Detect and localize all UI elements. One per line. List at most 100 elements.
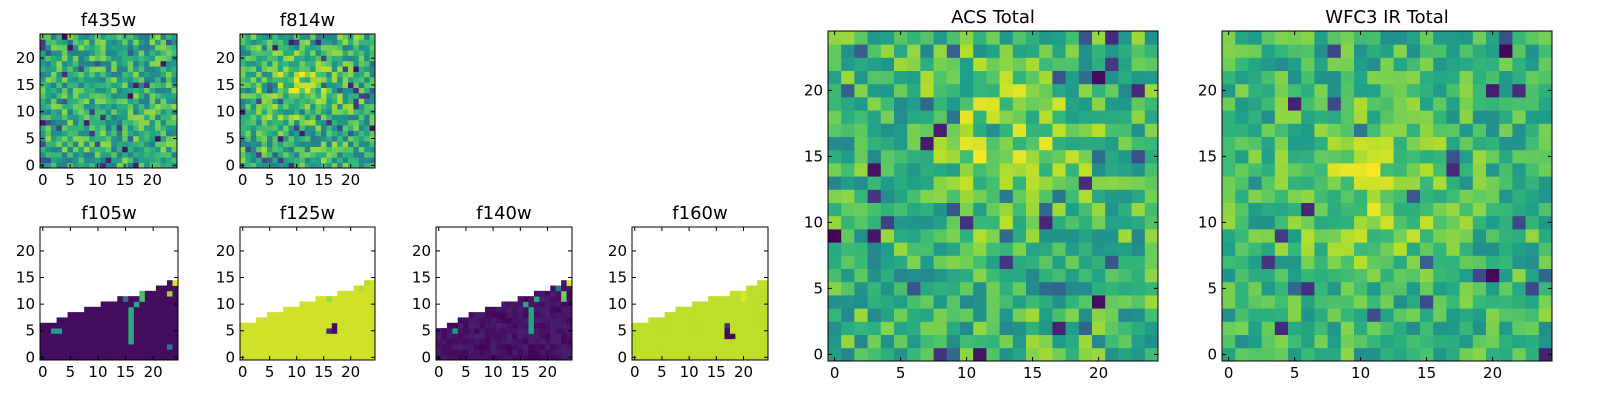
heatmap-cell <box>166 55 172 62</box>
heatmap-cell <box>155 312 162 318</box>
heatmap-cell <box>133 306 140 313</box>
heatmap-cell <box>735 322 742 329</box>
heatmap-cell <box>452 349 459 356</box>
heatmap-cell <box>757 296 763 302</box>
heatmap-cell <box>299 322 306 329</box>
heatmap-cell <box>256 44 262 51</box>
heatmap-cell <box>1512 347 1526 362</box>
heatmap-cell <box>299 157 306 164</box>
heatmap-cell <box>288 87 295 94</box>
heatmap-cell <box>1039 242 1053 256</box>
heatmap-cell <box>828 149 842 164</box>
heatmap-cell <box>299 87 306 94</box>
heatmap-cell <box>272 34 279 40</box>
heatmap-cell <box>315 119 322 126</box>
heatmap-cell <box>713 349 720 356</box>
heatmap-cell <box>1012 44 1027 58</box>
heatmap-cell <box>45 60 52 67</box>
heatmap-cell <box>1248 255 1262 269</box>
heatmap-cell <box>1486 295 1500 309</box>
heatmap-cell <box>828 83 842 98</box>
heatmap-cell <box>116 82 123 88</box>
heatmap-cell <box>45 328 52 334</box>
x-tick-label: 0 <box>630 363 640 381</box>
heatmap-cell <box>277 135 284 142</box>
heatmap-cell <box>45 39 52 46</box>
heatmap-cell <box>267 60 273 67</box>
heatmap-cell <box>664 317 671 324</box>
heatmap-cell <box>369 34 376 40</box>
heatmap-cell <box>986 44 1000 58</box>
heatmap-cell <box>56 146 63 153</box>
heatmap-cell <box>1078 347 1093 362</box>
heatmap-cell <box>841 242 855 256</box>
heatmap-cell <box>1472 31 1487 45</box>
heatmap-cell <box>1052 163 1066 177</box>
heatmap-cell <box>1472 242 1487 256</box>
heatmap-cell <box>1538 31 1553 45</box>
heatmap-cell <box>675 349 682 356</box>
heatmap-cell <box>1406 176 1421 190</box>
heatmap-cell <box>256 349 262 356</box>
heatmap-cell <box>105 34 112 40</box>
heatmap-cell <box>138 87 145 94</box>
heatmap-cell <box>1538 83 1553 98</box>
heatmap-cell <box>105 162 112 169</box>
heatmap-cells <box>1222 31 1553 362</box>
heatmap-cell <box>342 322 349 329</box>
heatmap-cell <box>267 119 273 126</box>
heatmap-cell <box>457 354 464 361</box>
heatmap-cell <box>299 306 306 313</box>
heatmap-cell <box>326 354 333 361</box>
heatmap-cell <box>283 135 289 142</box>
heatmap-cell <box>342 119 349 126</box>
heatmap-cell <box>1248 31 1262 45</box>
heatmap-cell <box>315 162 322 169</box>
heatmap-cell <box>484 349 491 356</box>
x-tick-label: 0 <box>238 363 248 381</box>
heatmap-cell <box>1052 334 1066 349</box>
heatmap-cell <box>256 98 262 105</box>
heatmap-cell <box>1105 347 1119 362</box>
heatmap-cell <box>117 333 124 340</box>
heatmap-cell <box>331 50 338 56</box>
heatmap-cell <box>277 338 284 345</box>
heatmap-cell <box>1274 268 1289 283</box>
heatmap-cell <box>828 321 842 335</box>
heatmap-cell <box>1459 97 1474 111</box>
heatmap-cell <box>139 344 146 350</box>
heatmap-cell <box>1367 44 1381 58</box>
heatmap-cell <box>139 349 146 356</box>
heatmap-cell <box>358 109 365 115</box>
heatmap-cell <box>78 146 85 153</box>
heatmap-cell <box>670 338 676 345</box>
heatmap-cell <box>240 87 246 94</box>
heatmap-cell <box>841 57 855 71</box>
heatmap-cell <box>708 301 714 308</box>
heatmap-cell <box>523 312 529 318</box>
heatmap-cell <box>1144 123 1159 137</box>
heatmap-cell <box>867 347 882 362</box>
heatmap-cell <box>1446 176 1460 190</box>
heatmap-cell <box>880 229 895 243</box>
heatmap-cell <box>1301 83 1315 98</box>
heatmap-cell <box>1092 202 1106 217</box>
heatmap-cell <box>828 110 842 124</box>
heatmap-cell <box>894 229 908 243</box>
heatmap-cell <box>310 39 316 46</box>
heatmap-cell <box>702 312 709 318</box>
heatmap-cell <box>1012 97 1027 111</box>
heatmap-cell <box>315 66 322 72</box>
heatmap-cell <box>127 66 134 72</box>
heatmap-cell <box>933 110 948 124</box>
heatmap-cell <box>561 317 567 324</box>
heatmap-cell <box>1235 70 1249 85</box>
heatmap-cell <box>348 135 354 142</box>
heatmap-cell <box>1248 176 1262 190</box>
heatmap-cell <box>659 344 666 350</box>
heatmap-cell <box>1039 176 1053 190</box>
heatmap-cell <box>272 349 279 356</box>
heatmap-cell <box>523 296 529 302</box>
heatmap-cell <box>272 39 279 46</box>
heatmap-cell <box>250 119 257 126</box>
